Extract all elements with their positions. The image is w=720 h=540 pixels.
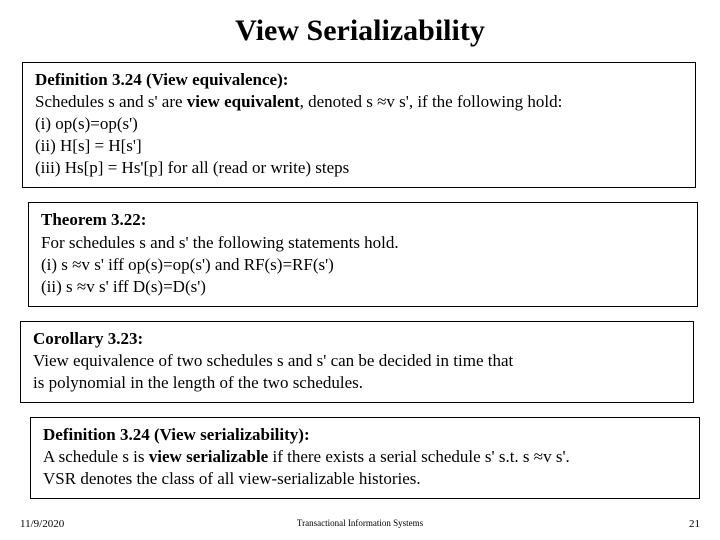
footer-center: Transactional Information Systems bbox=[297, 518, 423, 528]
box3-heading: Corollary 3.23: bbox=[33, 328, 681, 350]
box4-line1-pre: A schedule s is bbox=[43, 447, 149, 466]
theorem-box: Theorem 3.22: For schedules s and s' the… bbox=[28, 202, 698, 306]
box3-line1: View equivalence of two schedules s and … bbox=[33, 350, 681, 372]
footer-date: 11/9/2020 bbox=[20, 518, 64, 530]
box4-line1: A schedule s is view serializable if the… bbox=[43, 446, 687, 468]
box4-heading: Definition 3.24 (View serializability): bbox=[43, 424, 687, 446]
box2-line1: For schedules s and s' the following sta… bbox=[41, 232, 685, 254]
definition-box-view-equivalence: Definition 3.24 (View equivalence): Sche… bbox=[22, 62, 696, 188]
box4-line2: VSR denotes the class of all view-serial… bbox=[43, 468, 687, 490]
page-title: View Serializability bbox=[20, 14, 700, 48]
definition-box-view-serializability: Definition 3.24 (View serializability): … bbox=[30, 417, 700, 499]
box1-heading: Definition 3.24 (View equivalence): bbox=[35, 69, 683, 91]
box3-line2: is polynomial in the length of the two s… bbox=[33, 372, 681, 394]
box1-item-ii: (ii) H[s] = H[s'] bbox=[35, 135, 683, 157]
box1-item-iii: (iii) Hs[p] = Hs'[p] for all (read or wr… bbox=[35, 157, 683, 179]
box1-line1-bold: view equivalent bbox=[187, 92, 300, 111]
box2-item-i: (i) s ≈v s' iff op(s)=op(s') and RF(s)=R… bbox=[41, 254, 685, 276]
box4-line1-bold: view serializable bbox=[149, 447, 268, 466]
box4-line1-post: if there exists a serial schedule s' s.t… bbox=[268, 447, 570, 466]
footer-page-number: 21 bbox=[689, 518, 700, 530]
box1-item-i: (i) op(s)=op(s') bbox=[35, 113, 683, 135]
corollary-box: Corollary 3.23: View equivalence of two … bbox=[20, 321, 694, 403]
box1-line1: Schedules s and s' are view equivalent, … bbox=[35, 91, 683, 113]
box2-item-ii: (ii) s ≈v s' iff D(s)=D(s') bbox=[41, 276, 685, 298]
box2-heading: Theorem 3.22: bbox=[41, 209, 685, 231]
box1-line1-pre: Schedules s and s' are bbox=[35, 92, 187, 111]
footer: 11/9/2020 Transactional Information Syst… bbox=[20, 518, 700, 530]
box1-line1-post: , denoted s ≈v s', if the following hold… bbox=[300, 92, 563, 111]
